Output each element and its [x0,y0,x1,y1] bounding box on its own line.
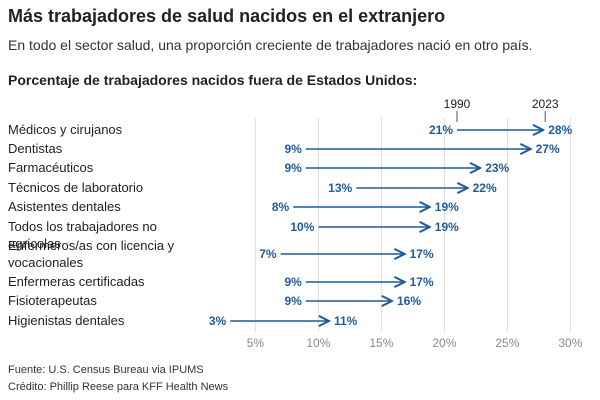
value-label-2023: 23% [485,161,509,175]
chart-heading: Porcentaje de trabajadores nacidos fuera… [8,72,418,88]
source-note: Fuente: U.S. Census Bureau via IPUMS [8,364,204,376]
value-label-2023: 11% [334,314,358,328]
category-label: Todos los trabajadores no agrícolas [8,219,157,251]
category-label: Enfermeras certificadas [8,274,145,289]
category-label: Enfermeros/as con licencia y vocacionale… [8,238,175,270]
value-label-1990: 9% [284,294,302,308]
value-label-2023: 17% [410,275,434,289]
x-tick-label: 5% [247,336,265,350]
category-label: Farmacéuticos [8,160,94,175]
category-label: Fisioterapeutas [8,293,97,308]
value-label-1990: 9% [284,142,302,156]
value-label-2023: 27% [536,142,560,156]
value-label-1990: 9% [284,275,302,289]
value-label-1990: 7% [259,247,277,261]
chart-subtitle: En todo el sector salud, una proporción … [8,37,533,53]
value-label-1990: 9% [284,161,302,175]
legend-1990: 1990 [444,97,471,111]
chart-title: Más trabajadores de salud nacidos en el … [8,6,446,26]
value-label-2023: 28% [548,123,572,137]
credit-note: Crédito: Phillip Reese para KFF Health N… [8,381,229,393]
category-label: Médicos y cirujanos [8,122,123,137]
x-tick-label: 25% [495,336,519,350]
value-label-1990: 10% [290,220,314,234]
category-label: Dentistas [8,141,63,156]
category-label: Higienistas dentales [8,313,125,328]
x-tick-label: 30% [558,336,582,350]
value-label-2023: 17% [410,247,434,261]
x-tick-label: 20% [432,336,456,350]
x-tick-label: 15% [369,336,393,350]
value-label-1990: 21% [429,123,453,137]
value-label-2023: 22% [473,181,497,195]
value-label-1990: 3% [209,314,227,328]
value-label-2023: 16% [397,294,421,308]
category-label: Técnicos de laboratorio [8,180,144,195]
value-label-1990: 13% [328,181,352,195]
value-label-1990: 8% [272,200,290,214]
value-label-2023: 19% [435,200,459,214]
category-label: Asistentes dentales [8,199,121,214]
x-tick-label: 10% [306,336,330,350]
value-label-2023: 19% [435,220,459,234]
legend-2023: 2023 [532,97,559,111]
